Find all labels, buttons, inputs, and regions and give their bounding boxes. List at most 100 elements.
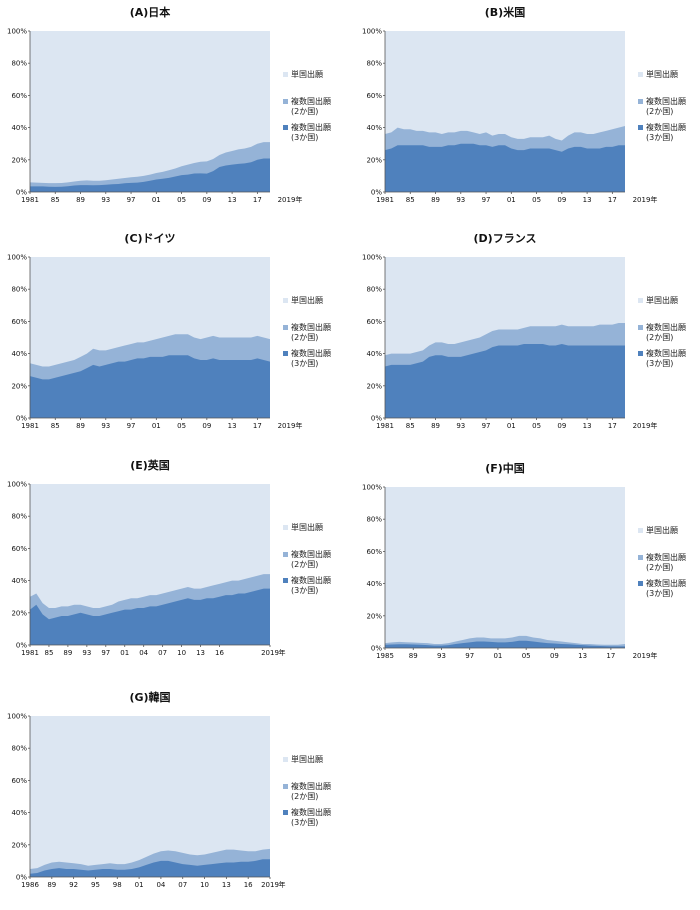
x-tick-label: 17 bbox=[606, 652, 615, 660]
legend-swatch bbox=[283, 325, 288, 330]
legend-label: 複数国出願 bbox=[291, 96, 331, 106]
y-tick-label: 0% bbox=[16, 415, 27, 423]
legend-label: 単国出願 bbox=[646, 69, 678, 79]
x-tick-label: 98 bbox=[113, 881, 122, 889]
legend-item: 複数国出願(2か国) bbox=[638, 322, 686, 342]
legend-item: 複数国出願(3か国) bbox=[638, 348, 686, 368]
x-tick-label: 09 bbox=[202, 422, 211, 430]
legend-label: 複数国出願 bbox=[646, 552, 686, 562]
legend-swatch bbox=[283, 125, 288, 130]
legend-label: 単国出願 bbox=[646, 525, 678, 535]
legend-swatch bbox=[638, 325, 643, 330]
x-tick-label: 89 bbox=[409, 652, 418, 660]
y-tick-label: 80% bbox=[11, 513, 27, 521]
y-tick-label: 60% bbox=[11, 777, 27, 785]
x-tick-label: 01 bbox=[152, 422, 161, 430]
y-tick-label: 40% bbox=[11, 577, 27, 585]
x-tick-label: 1981 bbox=[21, 196, 39, 204]
legend-swatch bbox=[283, 351, 288, 356]
y-tick-label: 80% bbox=[366, 286, 382, 294]
legend-label: 複数国出願 bbox=[646, 322, 686, 332]
chart-title: (D)フランス bbox=[474, 232, 537, 245]
x-tick-label: 85 bbox=[51, 422, 60, 430]
x-tick-label: 13 bbox=[583, 422, 592, 430]
chart-svg: (G)韓国 0% 20% 40% 60% 80% 100% 1986 89 92 95 98 01 04 0… bbox=[7, 690, 331, 889]
x-tick-label: 01 bbox=[135, 881, 144, 889]
x-tick-label: 07 bbox=[178, 881, 187, 889]
legend-label: 単国出願 bbox=[291, 754, 323, 764]
x-tick-label: 04 bbox=[156, 881, 165, 889]
area-three-country bbox=[30, 588, 270, 645]
legend-label: 複数国出願 bbox=[291, 781, 331, 791]
legend-label: 単国出願 bbox=[646, 295, 678, 305]
x-tick-label: 01 bbox=[507, 422, 516, 430]
x-tick-label: 97 bbox=[101, 649, 110, 657]
y-tick-label: 40% bbox=[11, 809, 27, 817]
legend-item: 単国出願 bbox=[638, 525, 678, 535]
legend-label: (3か国) bbox=[291, 133, 318, 142]
x-tick-label: 97 bbox=[127, 422, 136, 430]
x-tick-label: 13 bbox=[196, 649, 205, 657]
x-tick-label: 13 bbox=[228, 422, 237, 430]
chart-panel-0: (A)日本 0% 20% 40% 60% 80% 100% 1981 85 89 93 97 01 05 0… bbox=[0, 0, 350, 225]
legend-item: 複数国出願(3か国) bbox=[638, 122, 686, 142]
y-tick-label: 0% bbox=[371, 645, 382, 653]
legend-label: (2か国) bbox=[291, 560, 318, 569]
legend-item: 複数国出願(3か国) bbox=[283, 348, 331, 368]
area-three-country bbox=[30, 859, 270, 877]
area-three-country bbox=[30, 158, 270, 192]
x-unit-label: 年 bbox=[279, 648, 286, 657]
x-tick-label: 2019 bbox=[261, 881, 279, 889]
legend-label: 複数国出願 bbox=[646, 96, 686, 106]
legend-swatch bbox=[283, 525, 288, 530]
legend-swatch bbox=[283, 552, 288, 557]
y-tick-label: 20% bbox=[366, 612, 382, 620]
legend-label: 複数国出願 bbox=[291, 122, 331, 132]
legend-label: (2か国) bbox=[291, 792, 318, 801]
y-tick-label: 100% bbox=[7, 481, 27, 489]
legend-label: (2か国) bbox=[646, 563, 673, 572]
y-tick-label: 40% bbox=[366, 580, 382, 588]
x-tick-label: 13 bbox=[583, 196, 592, 204]
y-tick-label: 80% bbox=[366, 60, 382, 68]
x-tick-label: 1981 bbox=[21, 649, 39, 657]
chart-title: (A)日本 bbox=[130, 5, 171, 19]
chart-title: (E)英国 bbox=[130, 458, 170, 472]
y-tick-label: 100% bbox=[362, 254, 382, 262]
legend-label: 複数国出願 bbox=[291, 807, 331, 817]
x-tick-label: 10 bbox=[200, 881, 209, 889]
x-tick-label: 85 bbox=[406, 422, 415, 430]
x-unit-label: 2019年 bbox=[633, 421, 658, 430]
legend-swatch bbox=[638, 581, 643, 586]
x-tick-label: 97 bbox=[482, 422, 491, 430]
y-tick-label: 100% bbox=[7, 713, 27, 721]
legend-item: 単国出願 bbox=[638, 69, 678, 79]
x-tick-label: 2019 bbox=[261, 649, 279, 657]
legend-label: (2か国) bbox=[291, 333, 318, 342]
x-tick-label: 17 bbox=[608, 422, 617, 430]
x-tick-label: 97 bbox=[127, 196, 136, 204]
x-tick-label: 09 bbox=[557, 422, 566, 430]
y-tick-label: 0% bbox=[16, 189, 27, 197]
y-tick-label: 20% bbox=[11, 156, 27, 164]
y-tick-label: 60% bbox=[366, 318, 382, 326]
x-tick-label: 1981 bbox=[376, 422, 394, 430]
x-tick-label: 01 bbox=[507, 196, 516, 204]
chart-svg: (C)ドイツ 0% 20% 40% 60% 80% 100% 1981 85 89 93 97 01 05… bbox=[7, 232, 331, 430]
x-tick-label: 10 bbox=[177, 649, 186, 657]
legend-item: 単国出願 bbox=[283, 754, 323, 764]
x-tick-label: 1981 bbox=[376, 196, 394, 204]
legend-item: 単国出願 bbox=[283, 522, 323, 532]
chart-title: (B)米国 bbox=[485, 5, 525, 19]
y-tick-label: 40% bbox=[11, 124, 27, 132]
legend-swatch bbox=[283, 99, 288, 104]
x-tick-label: 85 bbox=[44, 649, 53, 657]
chart-svg: (D)フランス 0% 20% 40% 60% 80% 100% 1981 85 89 93 97 01 0… bbox=[362, 232, 686, 430]
legend-label: (3か国) bbox=[291, 818, 318, 827]
legend-item: 複数国出願(3か国) bbox=[638, 578, 686, 598]
y-tick-label: 60% bbox=[11, 318, 27, 326]
legend-label: 複数国出願 bbox=[291, 348, 331, 358]
y-tick-label: 80% bbox=[11, 286, 27, 294]
legend-label: 複数国出願 bbox=[646, 348, 686, 358]
